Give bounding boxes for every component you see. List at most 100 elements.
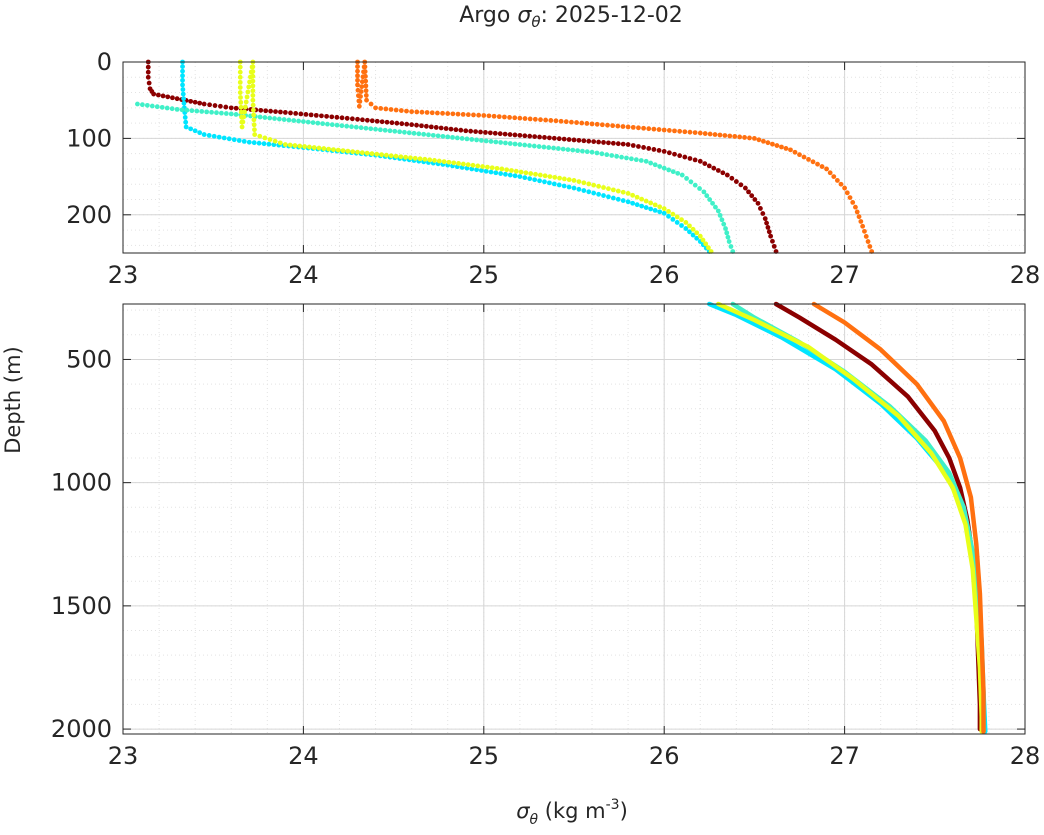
axes-frame <box>122 61 1026 254</box>
data-point-series-3 <box>454 135 460 141</box>
data-point-series-3 <box>416 131 422 137</box>
data-point-series-3 <box>430 132 436 138</box>
data-point-series-1 <box>738 182 744 188</box>
data-point-series-1 <box>636 144 641 149</box>
data-point-series-4 <box>566 177 572 183</box>
data-point-series-5 <box>636 125 641 131</box>
data-point-series-2 <box>586 189 592 195</box>
data-point-series-4 <box>335 147 341 153</box>
data-point-series-2 <box>687 229 692 235</box>
data-point-series-2 <box>652 208 658 213</box>
data-point-series-4 <box>244 94 250 100</box>
data-point-series-5 <box>732 134 738 139</box>
data-point-series-3 <box>223 111 229 116</box>
data-point-series-1 <box>433 125 439 130</box>
data-point-series-2 <box>606 194 611 200</box>
data-point-series-1 <box>218 103 223 109</box>
data-point-series-5 <box>687 129 693 135</box>
data-point-series-3 <box>459 136 465 141</box>
data-point-series-4 <box>528 171 534 176</box>
data-point-series-4 <box>250 73 256 79</box>
data-point-series-4 <box>661 206 667 212</box>
data-point-series-4 <box>340 148 346 154</box>
data-point-series-4 <box>369 151 375 157</box>
data-point-series-2 <box>615 196 621 202</box>
data-point-series-3 <box>281 117 287 122</box>
data-point-series-5 <box>594 121 600 127</box>
data-point-series-1 <box>145 74 151 80</box>
data-point-series-1 <box>768 233 774 239</box>
data-point-series-4 <box>523 170 529 176</box>
data-point-series-3 <box>725 234 731 240</box>
data-point-series-4 <box>513 168 519 174</box>
data-point-series-1 <box>591 139 597 144</box>
data-point-series-1 <box>324 113 329 119</box>
data-point-series-5 <box>856 214 862 220</box>
data-point-series-1 <box>522 133 528 139</box>
data-point-series-4 <box>316 145 322 151</box>
data-point-series-5 <box>615 123 621 129</box>
data-point-series-3 <box>723 226 728 231</box>
data-point-series-4 <box>581 180 587 186</box>
data-point-series-1 <box>404 121 410 127</box>
data-point-series-2 <box>216 134 222 140</box>
data-point-series-3 <box>144 102 150 108</box>
data-point-series-1 <box>364 117 370 123</box>
data-point-series-2 <box>261 141 267 147</box>
data-point-series-5 <box>712 132 718 137</box>
data-point-series-4 <box>601 185 606 190</box>
data-point-series-4 <box>465 162 471 168</box>
data-point-series-4 <box>408 155 413 161</box>
data-point-series-4 <box>292 143 298 148</box>
data-point-series-4 <box>634 194 640 200</box>
data-point-series-4 <box>297 143 303 149</box>
data-point-series-1 <box>448 126 454 132</box>
data-point-series-3 <box>522 142 528 148</box>
data-point-series-5 <box>677 128 683 134</box>
data-point-series-2 <box>251 140 257 146</box>
data-point-series-1 <box>223 104 229 110</box>
data-point-series-3 <box>305 119 311 125</box>
data-point-series-1 <box>192 99 198 105</box>
data-point-series-4 <box>237 74 243 80</box>
data-point-series-3 <box>426 132 431 138</box>
data-point-series-3 <box>233 112 239 117</box>
data-point-series-3 <box>670 169 676 175</box>
data-point-series-2 <box>211 133 217 139</box>
data-point-series-4 <box>596 183 601 189</box>
data-point-series-3 <box>276 116 282 122</box>
data-point-series-5 <box>363 93 369 98</box>
data-point-series-1 <box>369 118 375 124</box>
data-point-series-2 <box>181 96 187 102</box>
data-point-series-2 <box>639 203 645 209</box>
data-point-series-4 <box>262 135 268 141</box>
data-point-series-3 <box>296 118 301 124</box>
data-point-series-4 <box>610 187 616 193</box>
data-point-series-4 <box>571 178 577 183</box>
data-point-series-5 <box>666 128 672 133</box>
data-point-series-1 <box>547 135 552 141</box>
y-axis-label: Depth (m) <box>1 346 25 453</box>
data-point-series-5 <box>783 146 789 151</box>
data-point-series-1 <box>349 116 355 122</box>
data-point-series-5 <box>656 127 662 132</box>
data-point-series-1 <box>389 120 395 126</box>
data-point-series-3 <box>503 140 508 146</box>
data-point-series-5 <box>558 118 564 124</box>
data-point-series-4 <box>427 157 433 163</box>
data-point-series-1 <box>610 140 616 146</box>
data-point-series-5 <box>455 111 461 117</box>
data-point-series-5 <box>831 174 837 180</box>
data-point-series-3 <box>710 200 715 206</box>
data-point-series-3 <box>719 217 725 223</box>
data-point-series-5 <box>527 116 533 122</box>
data-point-series-2 <box>201 132 207 137</box>
data-point-series-3 <box>329 122 335 128</box>
data-point-series-5 <box>486 113 492 119</box>
data-point-series-5 <box>460 111 466 117</box>
data-point-series-3 <box>363 125 369 131</box>
data-point-series-5 <box>827 170 833 176</box>
data-point-series-5 <box>358 89 364 94</box>
data-point-series-3 <box>648 160 654 166</box>
data-point-series-1 <box>319 113 324 119</box>
